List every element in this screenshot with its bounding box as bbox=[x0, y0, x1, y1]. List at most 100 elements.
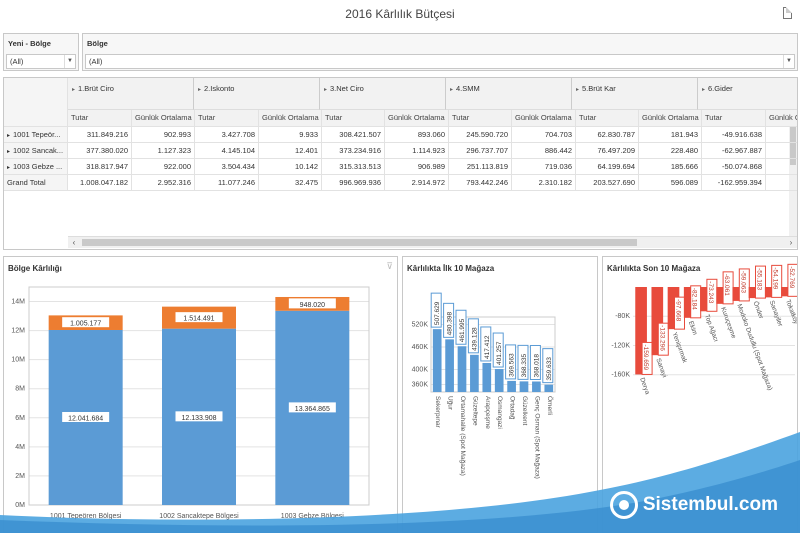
chevron-down-icon[interactable]: ▼ bbox=[783, 55, 794, 68]
vertical-scrollbar[interactable] bbox=[789, 111, 797, 236]
expand-icon[interactable]: ▸ bbox=[72, 87, 76, 93]
table-cell: 4.145.104 bbox=[195, 143, 259, 159]
last10-chart-svg: -80K -120K -160K -159.659 Derya -133.296 Sanay… bbox=[611, 263, 797, 396]
table-cell: 2.310.182 bbox=[512, 175, 576, 191]
column-header: Günlük Ortalama bbox=[385, 110, 449, 127]
column-group-label: 3.Net Ciro bbox=[330, 84, 364, 93]
x-tick-group: Sanayiler bbox=[768, 300, 784, 329]
column-group-header[interactable]: ▸ 6.Gider bbox=[698, 78, 797, 110]
table-cell: 203.527.690 bbox=[576, 175, 639, 191]
data-label: -52.769 bbox=[788, 266, 795, 288]
filter-label: Bölge bbox=[87, 39, 108, 48]
data-label-group: -54.199 bbox=[771, 264, 783, 298]
row-header[interactable]: ▸ 1003 Gebze ... bbox=[4, 159, 68, 175]
bar bbox=[651, 287, 664, 356]
x-tick-label: Ortadağ bbox=[509, 396, 516, 420]
column-group-header[interactable]: ▸ 2.Iskonto bbox=[194, 78, 320, 110]
table-cell: 1.008.047.182 bbox=[68, 175, 132, 191]
x-tick-group: Ömerli bbox=[546, 396, 554, 415]
table-cell: 793.442.246 bbox=[449, 175, 512, 191]
data-label-group: 480.398 bbox=[443, 302, 455, 338]
data-label: 368.335 bbox=[521, 353, 528, 377]
data-label: 12.041.684 bbox=[68, 415, 103, 422]
expand-icon[interactable]: ▸ bbox=[702, 87, 706, 93]
panel-title: Kârlılıkta İlk 10 Mağaza bbox=[407, 264, 495, 273]
y-tick-label: 2M bbox=[15, 473, 25, 480]
data-label-group: -97.668 bbox=[674, 296, 685, 330]
table-cell: 228.480 bbox=[639, 143, 702, 159]
bar bbox=[544, 384, 554, 392]
x-tick-group: Kuruçeşme bbox=[719, 306, 737, 340]
bar bbox=[683, 287, 696, 318]
table-cell: 906.989 bbox=[385, 159, 449, 175]
table-cell: 996.969.936 bbox=[322, 175, 385, 191]
data-label: -59.063 bbox=[739, 271, 746, 293]
scroll-left-icon[interactable]: ‹ bbox=[72, 238, 76, 247]
column-group-header[interactable]: ▸ 1.Brüt Ciro bbox=[68, 78, 194, 110]
row-label: Grand Total bbox=[7, 178, 46, 187]
bar bbox=[494, 369, 504, 392]
export-icon[interactable] bbox=[783, 7, 792, 19]
x-tick-group: Tokatköy bbox=[784, 299, 797, 326]
data-label: 359.633 bbox=[546, 357, 553, 381]
panel-top10-chart: Kârlılıkta İlk 10 Mağaza 360K 400K 460K 520… bbox=[402, 256, 598, 533]
data-label-box bbox=[771, 264, 783, 298]
bar bbox=[667, 287, 680, 330]
data-label: -159.659 bbox=[642, 344, 649, 370]
data-label-box bbox=[61, 410, 111, 423]
column-header: Tutar bbox=[449, 110, 512, 127]
column-group-header[interactable]: ▸ 3.Net Ciro bbox=[320, 78, 446, 110]
x-tick-label: Arapçeşme bbox=[484, 396, 491, 429]
clear-filter-icon[interactable]: ⊽ bbox=[386, 261, 393, 271]
data-label: 507.629 bbox=[434, 301, 441, 325]
column-group-header[interactable]: ▸ 4.SMM bbox=[446, 78, 572, 110]
column-group-header[interactable]: ▸ 5.Brüt Kar bbox=[572, 78, 698, 110]
bar bbox=[519, 381, 529, 392]
row-header[interactable]: ▸ 1002 Sancak... bbox=[4, 143, 68, 159]
table-cell: 886.442 bbox=[512, 143, 576, 159]
data-label-box bbox=[755, 265, 766, 299]
x-tick-group: Arapçeşme bbox=[484, 396, 491, 429]
x-tick-group: Sanayi bbox=[654, 357, 667, 378]
expand-icon[interactable]: ▸ bbox=[7, 149, 11, 155]
expand-icon[interactable]: ▸ bbox=[324, 87, 328, 93]
data-label-group: 368.018 bbox=[529, 344, 541, 380]
expand-icon[interactable]: ▸ bbox=[576, 87, 580, 93]
horizontal-scrollbar[interactable]: ‹ › bbox=[68, 236, 797, 248]
x-tick-label: Top Ağacı bbox=[703, 314, 719, 343]
panel-title: Bölge Kârlılığı bbox=[8, 264, 62, 273]
y-tick-label: -80K bbox=[615, 313, 630, 320]
data-label-group: -73.243 bbox=[706, 278, 718, 312]
data-label-box bbox=[287, 401, 337, 414]
bar bbox=[700, 287, 712, 312]
x-tick-group: Top Ağacı bbox=[703, 314, 719, 343]
y-tick-label: 400K bbox=[412, 367, 429, 374]
bar bbox=[748, 287, 761, 299]
data-label: -97.668 bbox=[675, 299, 682, 321]
data-label-group: -55.183 bbox=[755, 265, 766, 299]
data-label: -63.061 bbox=[723, 274, 730, 296]
x-tick-group: Derya bbox=[638, 377, 651, 396]
expand-icon[interactable]: ▸ bbox=[7, 133, 11, 139]
scroll-right-icon[interactable]: › bbox=[789, 238, 793, 247]
chevron-down-icon[interactable]: ▼ bbox=[64, 55, 75, 68]
expand-icon[interactable]: ▸ bbox=[7, 165, 11, 171]
bar bbox=[457, 346, 467, 392]
filter-select-yeni-bolge[interactable]: (All) ▼ bbox=[6, 54, 76, 69]
table-cell: 76.497.209 bbox=[576, 143, 639, 159]
top10-chart-svg: 360K 400K 460K 520K 507.629 Sekerpınar 480.398… bbox=[412, 292, 556, 479]
data-label-group: -133.296 bbox=[657, 322, 669, 356]
row-header[interactable]: ▸ 1001 Tepeör... bbox=[4, 127, 68, 143]
bar bbox=[470, 354, 479, 392]
filter-select-bolge[interactable]: (All) ▼ bbox=[85, 54, 795, 69]
expand-icon[interactable]: ▸ bbox=[450, 87, 454, 93]
expand-icon[interactable]: ▸ bbox=[198, 87, 202, 93]
data-label: 13.364.865 bbox=[295, 406, 330, 413]
column-group-label: 5.Brüt Kar bbox=[582, 84, 616, 93]
x-tick-label: Yenişırmak bbox=[671, 331, 689, 364]
data-label: 12.133.908 bbox=[181, 415, 216, 422]
bar bbox=[764, 287, 777, 298]
row-header[interactable]: Grand Total bbox=[4, 175, 68, 191]
data-label: -73.243 bbox=[707, 281, 714, 303]
x-tick-label: Sanayiler bbox=[768, 300, 784, 329]
